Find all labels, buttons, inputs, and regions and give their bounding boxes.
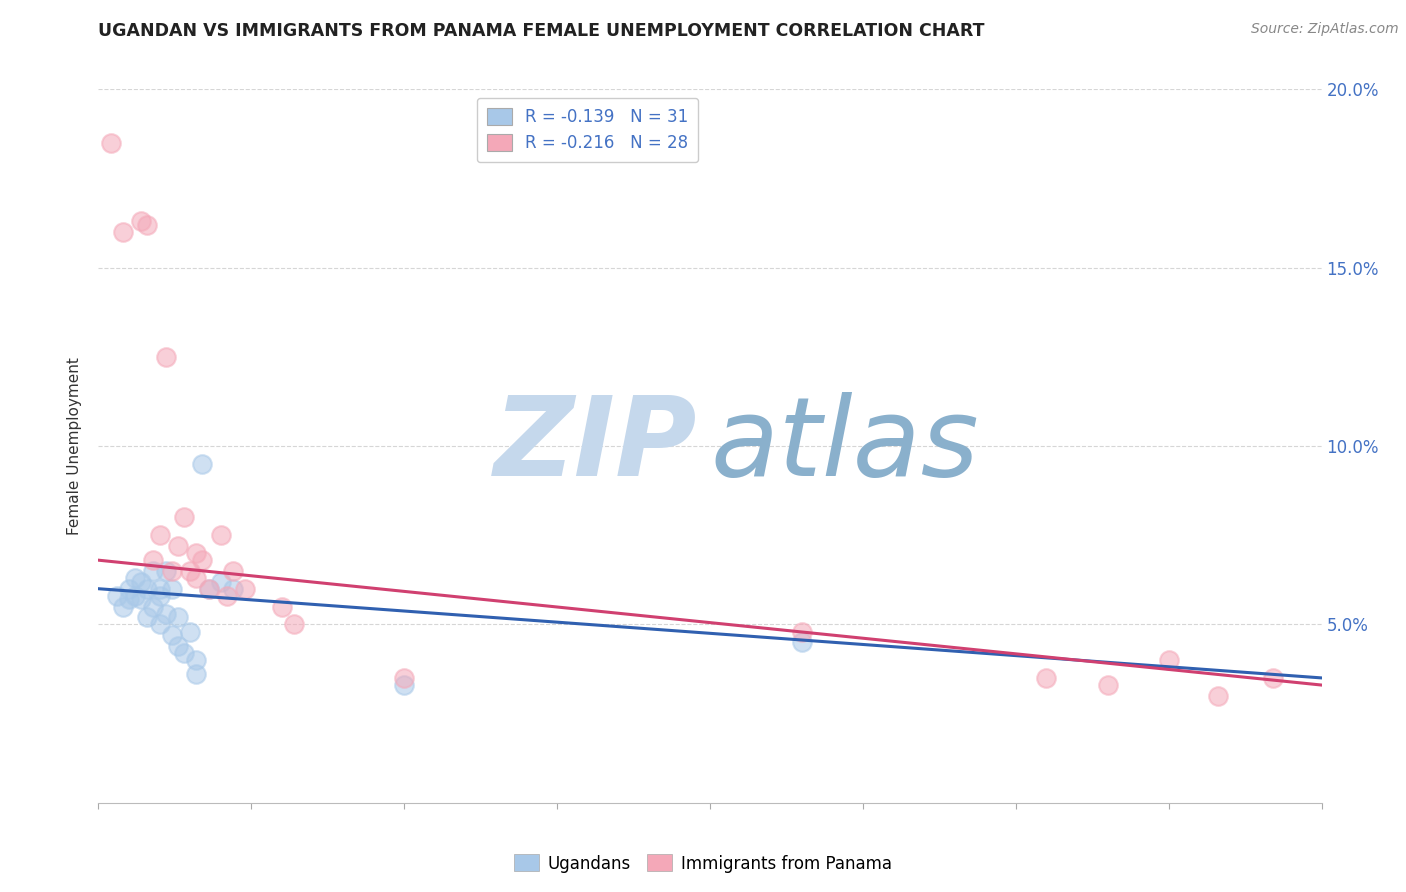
Point	[136, 610, 159, 624]
Point	[160, 564, 183, 578]
Point	[129, 574, 152, 589]
Point	[118, 582, 141, 596]
Point	[100, 136, 122, 150]
Point	[136, 582, 159, 596]
Point	[186, 653, 208, 667]
Text: atlas: atlas	[710, 392, 979, 500]
Point	[149, 582, 172, 596]
Point	[160, 628, 183, 642]
Point	[191, 457, 214, 471]
Point	[1097, 678, 1119, 692]
Point	[124, 589, 146, 603]
Point	[136, 218, 159, 232]
Point	[111, 225, 134, 239]
Point	[270, 599, 292, 614]
Point	[392, 671, 416, 685]
Text: Source: ZipAtlas.com: Source: ZipAtlas.com	[1251, 22, 1399, 37]
Legend: Ugandans, Immigrants from Panama: Ugandans, Immigrants from Panama	[508, 847, 898, 880]
Point	[173, 510, 195, 524]
Point	[142, 564, 165, 578]
Point	[155, 350, 177, 364]
Point	[129, 214, 152, 228]
Point	[186, 667, 208, 681]
Point	[209, 528, 232, 542]
Point	[155, 607, 177, 621]
Point	[149, 617, 172, 632]
Point	[197, 582, 219, 596]
Point	[222, 582, 245, 596]
Point	[283, 617, 305, 632]
Point	[167, 539, 190, 553]
Point	[142, 599, 165, 614]
Point	[105, 589, 128, 603]
Point	[222, 564, 245, 578]
Point	[392, 678, 416, 692]
Point	[142, 553, 165, 567]
Point	[173, 646, 195, 660]
Point	[118, 592, 141, 607]
Point	[149, 528, 172, 542]
Point	[1261, 671, 1284, 685]
Point	[129, 592, 152, 607]
Legend: R = -0.139   N = 31, R = -0.216   N = 28: R = -0.139 N = 31, R = -0.216 N = 28	[477, 97, 699, 162]
Text: ZIP: ZIP	[495, 392, 697, 500]
Point	[215, 589, 238, 603]
Point	[1035, 671, 1057, 685]
Y-axis label: Female Unemployment: Female Unemployment	[67, 357, 83, 535]
Point	[111, 599, 134, 614]
Point	[124, 571, 146, 585]
Point	[790, 624, 813, 639]
Point	[167, 610, 190, 624]
Point	[179, 624, 201, 639]
Point	[167, 639, 190, 653]
Point	[1206, 689, 1229, 703]
Text: UGANDAN VS IMMIGRANTS FROM PANAMA FEMALE UNEMPLOYMENT CORRELATION CHART: UGANDAN VS IMMIGRANTS FROM PANAMA FEMALE…	[98, 22, 986, 40]
Point	[186, 571, 208, 585]
Point	[209, 574, 232, 589]
Point	[197, 582, 219, 596]
Point	[149, 589, 172, 603]
Point	[186, 546, 208, 560]
Point	[790, 635, 813, 649]
Point	[233, 582, 256, 596]
Point	[160, 582, 183, 596]
Point	[1157, 653, 1180, 667]
Point	[179, 564, 201, 578]
Point	[155, 564, 177, 578]
Point	[191, 553, 214, 567]
